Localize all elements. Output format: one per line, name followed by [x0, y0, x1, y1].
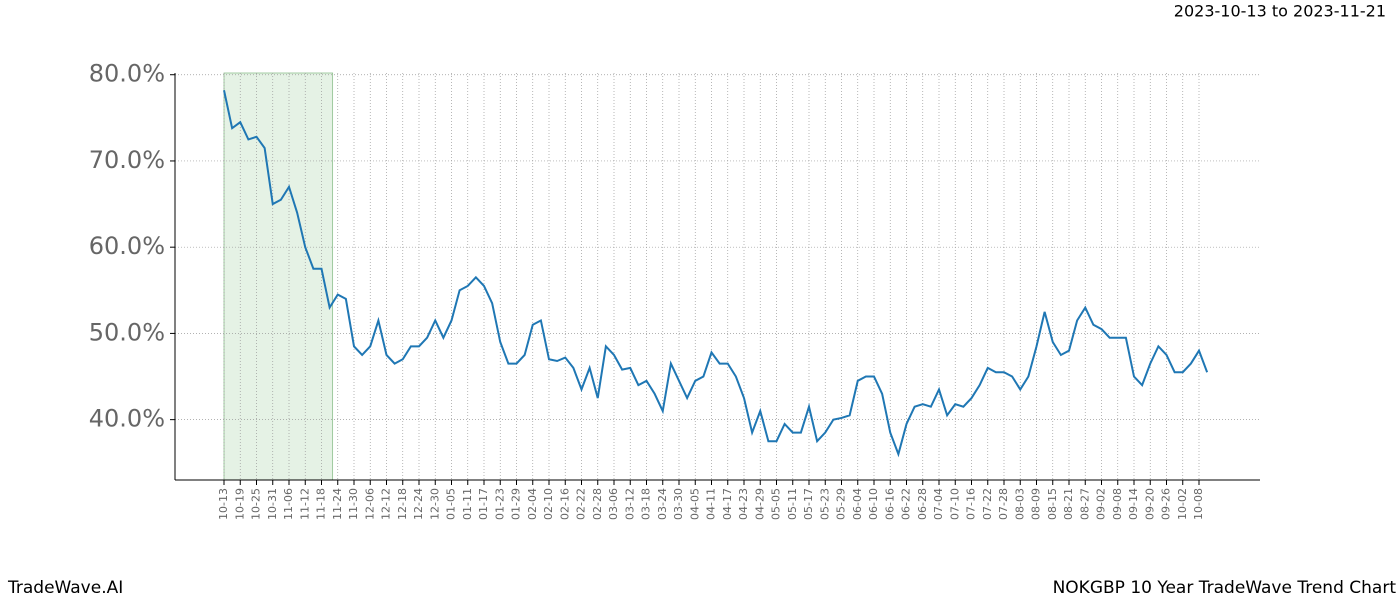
- x-tick-label: 09-08: [1111, 488, 1124, 520]
- x-tick-label: 10-19: [233, 488, 246, 520]
- x-tick-label: 10-02: [1176, 488, 1189, 520]
- x-tick-label: 11-18: [315, 488, 328, 520]
- x-tick-label: 03-18: [640, 488, 653, 520]
- x-tick-label: 01-17: [477, 488, 490, 520]
- x-tick-label: 01-11: [461, 488, 474, 520]
- x-tick-label: 11-06: [282, 488, 295, 520]
- x-tick-label: 08-27: [1078, 488, 1091, 520]
- highlight-span: [223, 72, 334, 481]
- x-tick-label: 04-11: [705, 488, 718, 520]
- y-tick-label: 50.0%: [89, 318, 165, 346]
- x-tick-label: 02-16: [558, 488, 571, 520]
- x-tick-label: 05-11: [786, 488, 799, 520]
- x-tick-label: 07-22: [981, 488, 994, 520]
- x-tick-label: 05-05: [770, 488, 783, 520]
- x-tick-label: 01-29: [510, 488, 523, 520]
- x-tick-label: 10-13: [217, 488, 230, 520]
- x-tick-label: 12-12: [380, 488, 393, 520]
- x-tick-label: 12-06: [363, 488, 376, 520]
- x-tick-label: 08-03: [1013, 488, 1026, 520]
- x-tick-label: 04-29: [753, 488, 766, 520]
- x-tick-label: 04-23: [737, 488, 750, 520]
- x-tick-label: 09-20: [1143, 488, 1156, 520]
- y-tick-label: 70.0%: [89, 146, 165, 174]
- x-tick-label: 05-17: [802, 488, 815, 520]
- x-tick-label: 09-14: [1127, 488, 1140, 520]
- x-tick-label: 07-04: [932, 488, 945, 520]
- x-tick-label: 03-12: [623, 488, 636, 520]
- x-tick-label: 08-15: [1046, 488, 1059, 520]
- y-tick-label: 60.0%: [89, 232, 165, 260]
- x-tick-label: 06-28: [916, 488, 929, 520]
- x-tick-label: 12-18: [396, 488, 409, 520]
- x-tick-label: 05-23: [818, 488, 831, 520]
- x-tick-label: 06-16: [883, 488, 896, 520]
- x-tick-label: 06-22: [900, 488, 913, 520]
- x-tick-label: 06-10: [867, 488, 880, 520]
- x-tick-label: 03-24: [656, 488, 669, 520]
- x-tick-label: 03-06: [607, 488, 620, 520]
- x-tick-label: 07-28: [997, 488, 1010, 520]
- x-tick-label: 05-29: [835, 488, 848, 520]
- x-tick-label: 01-23: [493, 488, 506, 520]
- x-tick-label: 09-26: [1160, 488, 1173, 520]
- x-tick-label: 12-24: [412, 488, 425, 520]
- x-tick-label: 07-16: [965, 488, 978, 520]
- x-tick-label: 04-17: [721, 488, 734, 520]
- footer-left: TradeWave.AI: [7, 578, 123, 598]
- x-tick-label: 02-22: [575, 488, 588, 520]
- x-tick-label: 02-10: [542, 488, 555, 520]
- y-tick-label: 80.0%: [89, 60, 165, 88]
- x-tick-label: 03-30: [672, 488, 685, 520]
- x-tick-label: 10-31: [266, 488, 279, 520]
- x-tick-label: 08-09: [1030, 488, 1043, 520]
- x-tick-label: 12-30: [428, 488, 441, 520]
- x-tick-label: 09-02: [1095, 488, 1108, 520]
- x-tick-label: 02-04: [526, 488, 539, 520]
- x-tick-label: 11-30: [347, 488, 360, 520]
- footer-right: NOKGBP 10 Year TradeWave Trend Chart: [1053, 578, 1397, 598]
- x-tick-label: 07-10: [948, 488, 961, 520]
- subtitle: 2023-10-13 to 2023-11-21: [1174, 2, 1386, 21]
- line-series: [223, 90, 1209, 458]
- x-tick-label: 02-28: [591, 488, 604, 520]
- x-tick-label: 01-05: [445, 488, 458, 520]
- x-tick-label: 11-12: [298, 488, 311, 520]
- x-tick-label: 11-24: [331, 488, 344, 520]
- x-tick-label: 10-25: [250, 488, 263, 520]
- x-tick-label: 10-08: [1192, 488, 1205, 520]
- x-tick-label: 06-04: [851, 488, 864, 520]
- x-tick-label: 04-05: [688, 488, 701, 520]
- y-tick-label: 40.0%: [89, 405, 165, 433]
- x-tick-label: 08-21: [1062, 488, 1075, 520]
